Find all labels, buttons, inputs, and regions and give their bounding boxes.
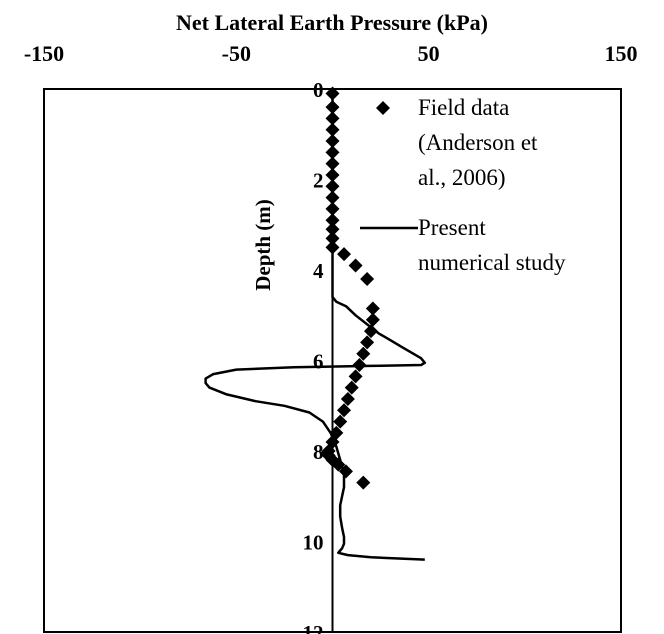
data-point-field [356, 475, 371, 490]
data-point-field [325, 100, 340, 115]
legend-numerical-line-1: Present [418, 215, 486, 240]
y-tick-label: 12 [303, 621, 324, 634]
data-point-field [325, 240, 340, 255]
legend: Field data (Anderson et al., 2006) Prese… [360, 95, 566, 275]
legend-field-data-line-3: al., 2006) [418, 165, 506, 190]
data-point-field [325, 167, 340, 182]
data-point-field [363, 324, 378, 339]
data-point-field [325, 190, 340, 205]
legend-field-data-line-1: Field data [418, 95, 509, 120]
data-point-field [337, 247, 352, 262]
data-point-field [337, 403, 352, 418]
data-point-field [348, 369, 363, 384]
data-point-field [356, 346, 371, 361]
x-tick-label: -150 [24, 41, 64, 66]
data-point-field [331, 457, 346, 472]
data-point-field [360, 335, 375, 350]
series-layer [204, 86, 427, 561]
y-axis-label: Depth (m) [251, 199, 275, 291]
data-point-field [365, 301, 380, 316]
data-point-field [325, 201, 340, 216]
y-tick-label: 2 [313, 169, 324, 193]
data-point-field [325, 179, 340, 194]
y-tick-label: 10 [303, 531, 324, 555]
series-line-numerical-study [204, 89, 427, 561]
data-point-field [325, 134, 340, 149]
data-point-field [365, 312, 380, 327]
data-point-field [344, 380, 359, 395]
y-tick-label: 8 [313, 440, 324, 464]
data-point-field [325, 145, 340, 160]
y-tick-layer: 0 2 4 6 8 10 12 [303, 78, 325, 634]
data-point-field [348, 258, 363, 273]
x-tick-label: 50 [418, 41, 440, 66]
y-tick-label: 6 [313, 350, 324, 374]
legend-field-data-line-2: (Anderson et [418, 130, 538, 155]
x-tick-layer: -150 -50 50 150 [24, 41, 638, 66]
data-point-field [325, 213, 340, 228]
y-tick-label: 4 [313, 259, 324, 283]
data-point-field [325, 122, 340, 137]
data-point-field [325, 156, 340, 171]
data-point-field [325, 86, 340, 101]
chart-title: Net Lateral Earth Pressure (kPa) [176, 10, 488, 35]
data-point-field [325, 111, 340, 126]
data-point-field [338, 464, 353, 479]
data-point-field [340, 391, 355, 406]
x-tick-label: 150 [605, 41, 638, 66]
legend-numerical-line-2: numerical study [418, 250, 566, 275]
data-point-field [352, 358, 367, 373]
data-point-field [325, 222, 340, 237]
y-tick-label: 0 [313, 78, 324, 102]
data-point-field [360, 272, 375, 287]
data-point-field [333, 414, 348, 429]
data-point-field [325, 231, 340, 246]
x-tick-label: -50 [222, 41, 251, 66]
legend-diamond-marker [376, 101, 390, 115]
